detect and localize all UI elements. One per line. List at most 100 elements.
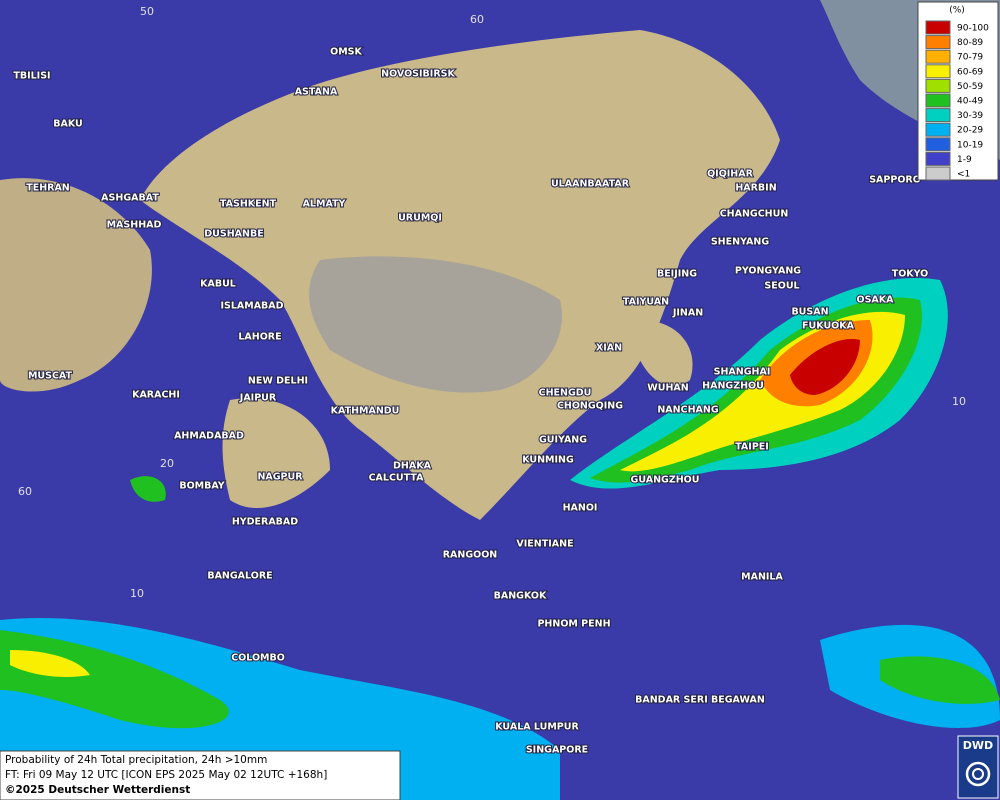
legend-swatch <box>925 122 951 137</box>
city-label: TEHRAN <box>26 183 70 194</box>
city-label: SEOUL <box>764 281 799 292</box>
legend-swatch <box>925 137 951 152</box>
grid-label: 10 <box>952 395 966 408</box>
dry-land <box>0 178 152 392</box>
city-label: SINGAPORE <box>526 745 588 756</box>
city-label: URUMQI <box>398 213 442 224</box>
city-label: ASTANA <box>295 87 338 98</box>
city-label: KABUL <box>200 279 236 290</box>
dry-land <box>222 398 330 509</box>
footer-time: FT: Fri 09 May 12 UTC [ICON EPS 2025 May… <box>5 769 327 781</box>
city-label: NAGPUR <box>257 472 303 483</box>
city-label: JAIPUR <box>239 393 277 404</box>
city-label: HANGZHOU <box>702 381 764 392</box>
city-label: CHENGDU <box>539 388 592 399</box>
grid-label: 60 <box>470 13 484 26</box>
legend-swatch <box>925 151 951 166</box>
legend-swatch <box>925 35 951 50</box>
legend-label: 50-59 <box>957 82 983 92</box>
legend-label: 70-79 <box>957 53 983 63</box>
city-label: GUIYANG <box>539 435 587 446</box>
city-label: FUKUOKA <box>802 321 855 332</box>
legend-label: <1 <box>957 170 970 180</box>
city-label: MANILA <box>741 572 783 583</box>
city-label: ULAANBAATAR <box>551 179 630 190</box>
city-label: BANGKOK <box>494 591 547 602</box>
logo: DWD <box>963 739 993 752</box>
city-label: PHNOM PENH <box>537 619 610 630</box>
city-labels: OMSK NOVOSIBIRSK ASTANA TBILISI BAKU TEHRAN AS… <box>12 46 929 757</box>
city-label: ALMATY <box>303 199 346 210</box>
plateau <box>309 256 562 393</box>
footer-box <box>0 750 401 800</box>
city-label: MASHHAD <box>107 220 162 231</box>
legend-label: 40-49 <box>957 97 983 107</box>
city-label: MUSCAT <box>28 371 73 382</box>
city-label: BAKU <box>53 119 83 130</box>
city-label: OMSK <box>330 47 362 58</box>
legend-swatch <box>925 64 951 79</box>
legend-swatch <box>925 166 951 181</box>
city-label: HANOI <box>563 503 598 514</box>
city-label: KUALA LUMPUR <box>495 722 579 733</box>
city-label: XIAN <box>596 343 622 354</box>
city-label: CALCUTTA <box>369 473 425 484</box>
city-label: DUSHANBE <box>204 229 263 240</box>
legend-label: 20-29 <box>957 126 983 136</box>
city-label: KARACHI <box>132 390 180 401</box>
city-label: QIQIHAR <box>707 169 754 180</box>
city-label: JINAN <box>672 308 703 319</box>
precip-40 <box>880 656 1000 704</box>
city-label: TBILISI <box>13 71 50 82</box>
city-label: ISLAMABAD <box>220 301 283 312</box>
city-label: KATHMANDU <box>331 406 400 417</box>
city-label: SHANGHAI <box>714 367 771 378</box>
city-label: SAPPORO <box>869 175 921 186</box>
legend-label: 60-69 <box>957 67 983 77</box>
city-label: TASHKENT <box>220 199 277 210</box>
city-label: COLOMBO <box>231 653 285 664</box>
grid-labels: 50 60 20 60 10 10 <box>18 5 966 600</box>
legend: 90-100 80-89 70-79 60-69 50-59 40-49 30-39 20-2… <box>925 20 989 181</box>
legend-swatch <box>925 78 951 93</box>
city-label: SHENYANG <box>711 237 770 248</box>
grid-label: 10 <box>130 587 144 600</box>
city-label: BANGALORE <box>207 571 272 582</box>
legend-swatch <box>925 93 951 108</box>
city-label: AHMADABAD <box>174 431 244 442</box>
logo-box <box>957 735 999 799</box>
city-label: TAIYUAN <box>623 297 669 308</box>
city-label: WUHAN <box>647 383 688 394</box>
city-label: TAIPEI <box>735 442 769 453</box>
city-label: OSAKA <box>857 295 895 306</box>
precip-90 <box>790 339 860 395</box>
city-label: CHONGQING <box>557 401 623 412</box>
city-label: RANGOON <box>443 550 498 561</box>
precip-60 <box>10 650 90 677</box>
grid-label: 50 <box>140 5 154 18</box>
city-label: VIENTIANE <box>516 539 573 550</box>
legend-unit: (%) <box>949 6 965 16</box>
legend-swatch <box>925 20 951 35</box>
city-label: KUNMING <box>522 455 574 466</box>
city-label: LAHORE <box>238 332 281 343</box>
footer-title: Probability of 24h Total precipitation, … <box>5 754 267 766</box>
legend-label: 30-39 <box>957 111 983 121</box>
city-label: HYDERABAD <box>232 517 298 528</box>
legend-label: 80-89 <box>957 38 983 48</box>
legend-label: 10-19 <box>957 140 983 150</box>
legend-label: 90-100 <box>957 24 989 34</box>
logo-icon <box>972 768 984 780</box>
city-label: NEW DELHI <box>248 376 308 387</box>
precip-40 <box>130 476 166 502</box>
legend-swatch <box>925 49 951 64</box>
city-label: NOVOSIBIRSK <box>381 69 455 80</box>
footer-copyright: ©2025 Deutscher Wetterdienst <box>5 784 190 796</box>
grid-label: 20 <box>160 457 174 470</box>
city-label: CHANGCHUN <box>720 209 789 220</box>
city-label: BANDAR SERI BEGAWAN <box>635 695 765 706</box>
city-label: GUANGZHOU <box>631 475 700 486</box>
dry-land <box>640 320 693 387</box>
